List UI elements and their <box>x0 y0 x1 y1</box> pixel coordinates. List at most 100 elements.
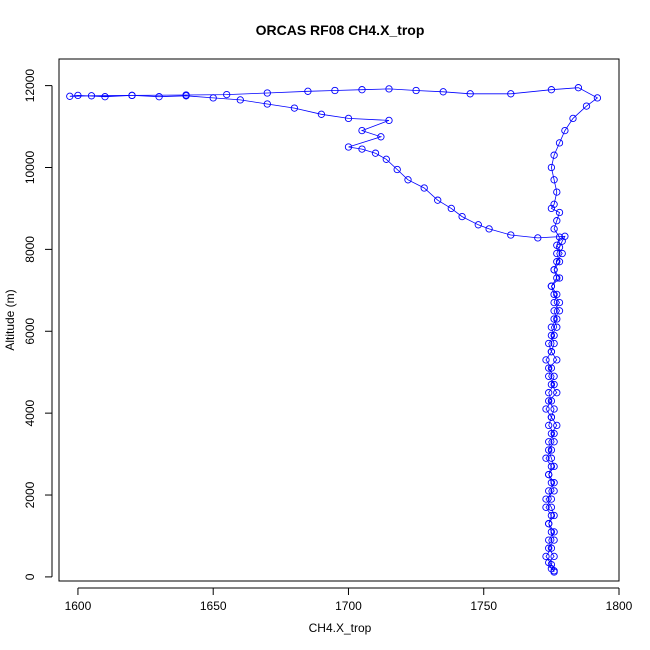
data-point <box>331 86 339 95</box>
data-point <box>542 552 550 561</box>
data-point <box>547 323 556 331</box>
data-point <box>553 315 561 323</box>
data-point <box>507 90 515 98</box>
y-tick-label: 6000 <box>23 318 37 345</box>
data-point <box>304 87 312 95</box>
x-axis: 1600 1650 1700 1750 1800 <box>65 587 633 613</box>
data-point <box>547 348 556 356</box>
data-point <box>553 217 561 225</box>
data-point <box>550 405 558 413</box>
data-point <box>553 356 561 364</box>
data-point <box>542 454 550 462</box>
data-point <box>507 231 515 239</box>
data-point <box>382 155 390 163</box>
data-point <box>458 212 466 221</box>
data-point <box>545 544 553 552</box>
data-point <box>344 114 353 123</box>
data-point <box>547 528 556 536</box>
data-point <box>547 503 556 511</box>
data-point <box>550 225 558 233</box>
data-point <box>547 413 556 421</box>
data-point <box>545 421 553 430</box>
x-tick-label: 1800 <box>606 599 633 613</box>
x-tick-label: 1700 <box>335 599 362 613</box>
data-point <box>555 208 564 217</box>
data-point <box>545 372 553 380</box>
data-point <box>555 139 564 147</box>
data-point <box>550 151 558 159</box>
data-point <box>553 241 561 249</box>
data-point <box>550 487 558 495</box>
data-point <box>553 274 561 282</box>
data-point <box>377 133 385 141</box>
x-tick-label: 1650 <box>200 599 227 613</box>
data-point <box>547 204 556 213</box>
data-point <box>542 405 550 413</box>
data-point <box>547 495 556 503</box>
data-point <box>344 143 353 151</box>
data-point <box>547 397 556 405</box>
chart-title: ORCAS RF08 CH4.X_trop <box>256 22 425 38</box>
data-point <box>547 282 556 290</box>
data-point <box>545 389 553 397</box>
data-point <box>553 258 561 266</box>
data-point <box>547 446 556 454</box>
data-point <box>561 126 569 135</box>
data-point <box>553 290 561 299</box>
data-point <box>447 204 455 213</box>
y-axis: 0 2000 4000 6000 8000 10000 12000 <box>23 69 53 580</box>
data-point <box>547 511 556 520</box>
x-tick-label: 1750 <box>470 599 497 613</box>
data-point <box>582 102 591 110</box>
plot-area <box>58 58 620 582</box>
data-point <box>420 184 428 192</box>
data-point <box>466 90 474 98</box>
data-point <box>555 258 564 266</box>
data-point <box>553 188 561 196</box>
y-tick-label: 8000 <box>23 236 37 263</box>
data-point <box>545 438 553 446</box>
data-point <box>412 86 420 95</box>
data-point <box>474 221 482 229</box>
data-point <box>550 552 558 561</box>
data-point <box>553 323 561 331</box>
data-point <box>550 266 558 274</box>
data-point <box>550 315 558 323</box>
data-point <box>555 298 564 307</box>
data-point <box>555 233 564 241</box>
data-point <box>485 225 493 233</box>
data-point <box>545 446 553 454</box>
data-point <box>558 249 566 258</box>
data-point <box>74 91 82 100</box>
data-point <box>542 356 550 364</box>
data-point <box>66 92 74 100</box>
y-axis-label: Altitude (m) <box>3 289 17 350</box>
data-point <box>209 94 217 102</box>
data-point <box>545 487 553 495</box>
data-point <box>223 90 231 99</box>
series-line <box>69 87 599 573</box>
data-point <box>263 89 271 97</box>
data-point <box>542 503 550 511</box>
data-point <box>545 364 553 372</box>
data-point <box>385 85 393 93</box>
data-point <box>574 84 583 92</box>
data-point <box>87 92 96 100</box>
data-point <box>358 145 366 153</box>
y-tick-label: 0 <box>23 573 37 580</box>
data-point <box>547 454 556 462</box>
data-point <box>550 372 558 380</box>
data-point <box>128 91 136 100</box>
data-point <box>555 274 564 282</box>
data-point <box>545 536 553 544</box>
data-point <box>553 389 561 397</box>
data-point <box>553 249 561 258</box>
data-point <box>555 307 564 315</box>
data-point <box>550 511 558 520</box>
data-point <box>550 339 558 348</box>
data-point <box>593 94 602 102</box>
data-point <box>393 165 401 174</box>
data-point <box>385 116 393 125</box>
data-point <box>561 232 569 240</box>
